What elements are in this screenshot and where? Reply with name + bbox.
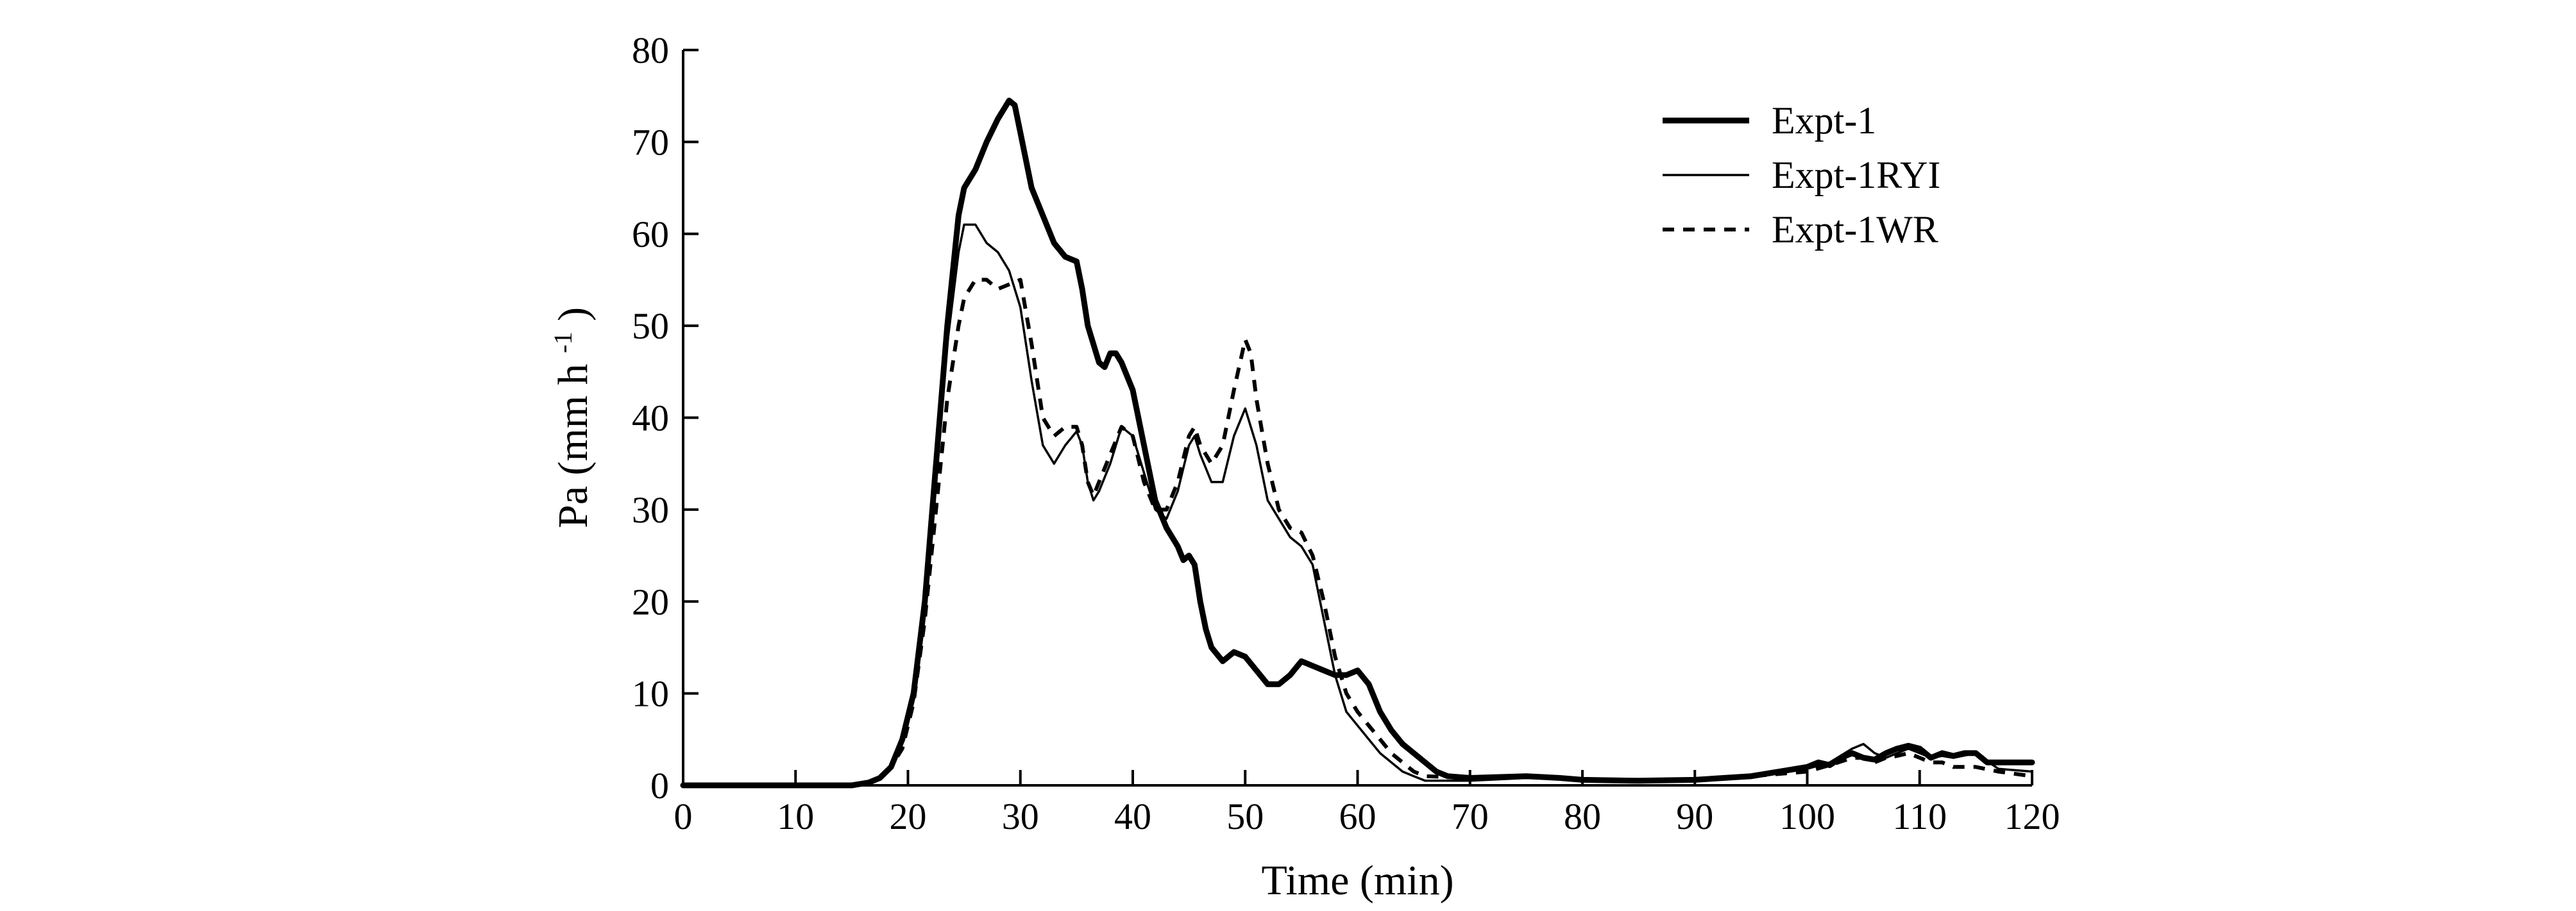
legend-label-3: Expt-1WR <box>1772 208 1938 251</box>
x-tick-label: 80 <box>1564 796 1601 837</box>
series-line-1 <box>680 97 2035 789</box>
x-tick-label: 30 <box>1002 796 1039 837</box>
y-tick-label: 60 <box>632 213 669 255</box>
legend-label-2: Expt-1RYI <box>1772 154 1940 196</box>
y-axis-title-exponent: -1 <box>548 332 577 353</box>
x-tick-label: 100 <box>1779 796 1835 837</box>
x-axis-title: Time (min) <box>1261 857 1453 904</box>
y-tick-label: 40 <box>632 397 669 439</box>
y-tick-label: 0 <box>650 765 669 807</box>
x-tick-label: 50 <box>1226 796 1264 837</box>
x-tick-label: 20 <box>890 796 927 837</box>
y-tick-label: 80 <box>632 29 669 71</box>
series-line-3 <box>683 278 2033 787</box>
y-tick-label: 50 <box>632 305 669 347</box>
y-axis-title-close: ) <box>550 307 597 321</box>
y-tick-label: 30 <box>632 489 669 531</box>
chart-axes: 0 10 20 30 40 50 60 70 80 0 10 20 30 40 50 60 70 80 90 100 1… <box>632 29 2060 837</box>
legend-label-1: Expt-1 <box>1772 99 1876 142</box>
x-tick-label: 120 <box>2004 796 2060 837</box>
legend: Expt-1 Expt-1RYI Expt-1WR <box>1663 99 1940 251</box>
series-line-2 <box>682 223 2033 787</box>
x-tick-label: 40 <box>1114 796 1151 837</box>
y-tick-label: 20 <box>632 581 669 623</box>
series-layer <box>680 97 2035 789</box>
y-tick-label: 10 <box>632 673 669 715</box>
x-tick-label: 10 <box>777 796 814 837</box>
y-axis-title-main: Pa (mm h <box>550 364 597 528</box>
x-tick-label: 0 <box>674 796 693 837</box>
x-tick-label: 70 <box>1452 796 1489 837</box>
x-tick-label: 60 <box>1339 796 1377 837</box>
x-tick-label: 110 <box>1892 796 1947 837</box>
x-tick-label: 90 <box>1676 796 1713 837</box>
y-tick-label: 70 <box>632 121 669 163</box>
y-axis-title: Pa (mm h -1 ) <box>534 307 597 528</box>
